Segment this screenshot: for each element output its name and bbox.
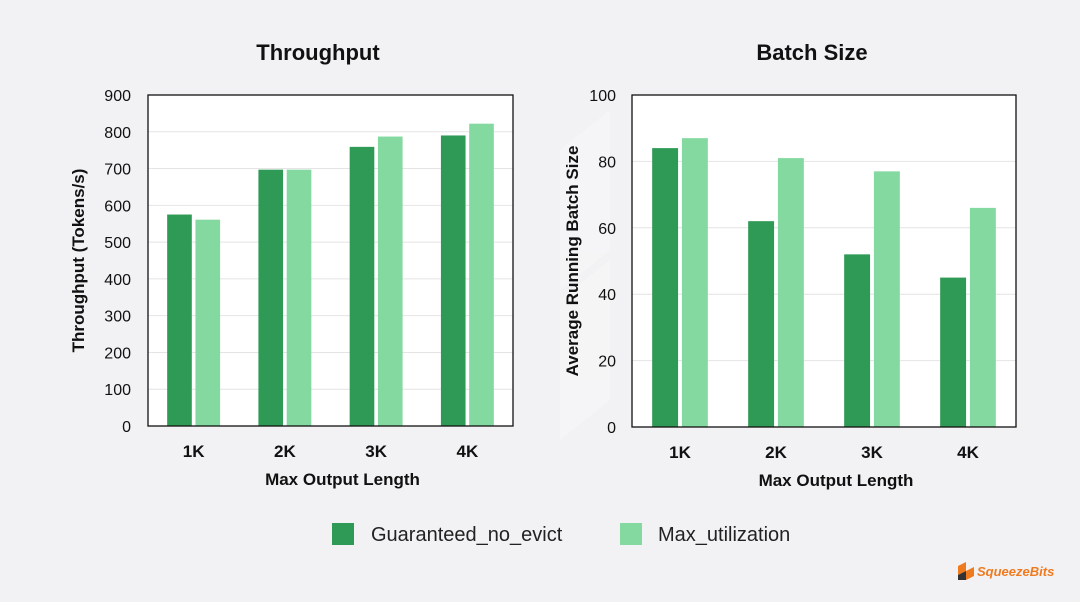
bar-max-utilization-1k [195, 219, 221, 426]
x-tick-label: 1K [669, 443, 691, 462]
x-tick-label: 2K [765, 443, 787, 462]
y-tick-label: 20 [598, 354, 616, 371]
legend-label-guaranteed: Guaranteed_no_evict [371, 524, 563, 546]
x-tick-label: 4K [957, 443, 979, 462]
y-tick-label: 40 [598, 287, 616, 304]
bar-max-utilization-4k [469, 123, 494, 426]
x-tick-label: 3K [861, 443, 883, 462]
x-tick-label: 4K [457, 442, 479, 461]
x-tick-label: 2K [274, 442, 296, 461]
bar-guaranteed-3k [844, 254, 871, 427]
y-tick-label: 600 [104, 198, 131, 215]
x-axis-title: Max Output Length [759, 471, 914, 490]
bar-guaranteed-1k [652, 148, 679, 427]
x-tick-label: 1K [183, 442, 205, 461]
chart-title: Throughput [256, 40, 380, 65]
y-tick-label: 60 [598, 221, 616, 238]
y-axis-title: Throughput (Tokens/s) [69, 169, 88, 353]
bar-max-utilization-3k [873, 171, 900, 427]
squeezebits-logo-icon [958, 562, 974, 580]
y-tick-label: 0 [607, 420, 616, 437]
legend-label-max-utilization: Max_utilization [658, 524, 790, 546]
bar-guaranteed-2k [748, 221, 775, 427]
legend-swatch-guaranteed [332, 523, 354, 545]
y-tick-label: 700 [104, 162, 131, 179]
bar-guaranteed-2k [258, 169, 284, 427]
bar-max-utilization-3k [377, 136, 403, 426]
y-axis-title: Average Running Batch Size [563, 146, 582, 377]
bar-max-utilization-2k [777, 158, 804, 427]
y-tick-label: 300 [104, 309, 131, 326]
logo-text: SqueezeBits [977, 564, 1054, 579]
legend: Guaranteed_no_evict Max_utilization [332, 523, 790, 546]
y-tick-label: 200 [104, 345, 131, 362]
x-axis-title: Max Output Length [265, 470, 420, 489]
batch-size-chart: 0 20 40 60 80 100 1K 2K 3K 4K Batch Size Max Output… [563, 40, 1017, 490]
y-tick-label: 0 [122, 419, 131, 436]
y-tick-label: 500 [104, 235, 131, 252]
bar-max-utilization-1k [681, 138, 708, 427]
bar-guaranteed-3k [349, 146, 375, 426]
plot-frame [631, 94, 1017, 428]
x-tick-label: 3K [365, 442, 387, 461]
bar-guaranteed-4k [440, 135, 466, 426]
legend-swatch-max-utilization [620, 523, 642, 545]
y-tick-label: 100 [104, 382, 131, 399]
throughput-chart: 0 100 200 300 400 500 600 700 800 900 1K 2K 3K 4K Thro… [69, 40, 514, 489]
squeezebits-logo: SqueezeBits [958, 562, 1054, 580]
bar-max-utilization-4k [969, 207, 996, 427]
plot-frame [147, 94, 514, 427]
bar-guaranteed-4k [940, 277, 967, 427]
y-tick-label: 800 [104, 125, 131, 142]
bar-max-utilization-2k [286, 169, 312, 427]
y-tick-label: 100 [589, 88, 616, 105]
watermark-logo-icon [560, 110, 610, 440]
y-tick-label: 80 [598, 154, 616, 171]
y-tick-label: 900 [104, 88, 131, 105]
chart-title: Batch Size [756, 40, 867, 65]
y-tick-label: 400 [104, 272, 131, 289]
bar-guaranteed-1k [167, 214, 192, 426]
